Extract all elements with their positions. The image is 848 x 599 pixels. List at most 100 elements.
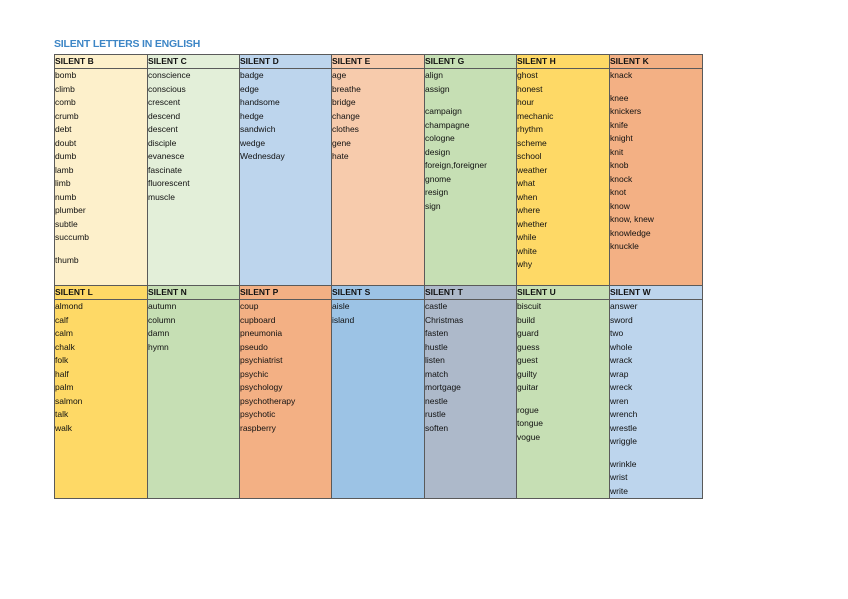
word-item: psychotherapy <box>240 395 296 406</box>
word-item: wrench <box>610 409 638 419</box>
word-item: plumber <box>55 205 86 215</box>
word-item: Wednesday <box>240 151 285 161</box>
word-item: aisle <box>332 301 350 311</box>
header-silent-t: SILENT T <box>424 285 517 300</box>
word-item: gnome <box>425 173 452 184</box>
word-item: knickers <box>610 106 642 116</box>
word-item: psychotic <box>240 409 276 419</box>
word-item: write <box>610 485 628 496</box>
word-item: crumb <box>55 110 79 121</box>
word-item: wren <box>610 395 629 406</box>
word-list-silent-t: castle Christmas fasten hustle listen match mo… <box>424 299 517 499</box>
word-item: guilty <box>517 368 537 379</box>
word-list-silent-d: badge edge handsome hedge sandwich wedge Wedne… <box>239 68 332 286</box>
word-item: damn <box>148 328 170 338</box>
word-item: subtle <box>55 218 78 229</box>
word-item: vogue <box>517 431 541 442</box>
word-item: hustle <box>425 341 448 352</box>
word-item: thumb <box>55 254 79 265</box>
word-item: succumb <box>55 232 90 242</box>
word-gap <box>56 245 147 254</box>
word-item: campaign <box>425 106 462 116</box>
word-item: edge <box>240 83 259 94</box>
word-item: coup <box>240 301 259 311</box>
word-item: rustle <box>425 409 446 419</box>
word-item: weather <box>517 164 548 175</box>
word-item: assign <box>425 83 450 94</box>
word-item: almond <box>55 301 83 311</box>
word-item: know <box>610 200 630 211</box>
word-item: cologne <box>425 133 455 143</box>
word-item: disciple <box>148 137 177 148</box>
header-row-1: SILENT B SILENT C SILENT D SILENT E SILE… <box>54 54 703 69</box>
word-item: knob <box>610 160 629 170</box>
word-item: pneumonia <box>240 328 283 338</box>
word-item: build <box>517 314 535 325</box>
word-item: two <box>610 328 624 338</box>
word-list-silent-w: answer sword two whole wrack wrap wreck wren wre… <box>609 299 703 499</box>
word-item: wrinkle <box>610 458 637 469</box>
word-item: guitar <box>517 382 539 392</box>
word-item: match <box>425 368 449 379</box>
header-silent-d: SILENT D <box>239 54 332 69</box>
word-item: biscuit <box>517 301 542 311</box>
word-item: sword <box>610 314 633 325</box>
word-item: answer <box>610 301 638 311</box>
word-list-silent-u: biscuit build guard guess guest guilty guitar r… <box>516 299 610 499</box>
header-silent-g: SILENT G <box>424 54 517 69</box>
word-list-silent-b: bomb climb comb crumb debt doubt dumb lamb limb n… <box>54 68 148 286</box>
word-item: talk <box>55 409 69 419</box>
word-item: whether <box>517 218 548 229</box>
word-item: when <box>517 191 538 202</box>
word-item: guest <box>517 355 538 365</box>
word-item: mechanic <box>517 110 554 121</box>
word-item: muscle <box>148 191 175 202</box>
word-list-silent-n: autumn column damn hymn <box>147 299 240 499</box>
word-item: limb <box>55 178 71 188</box>
word-item: numb <box>55 191 77 202</box>
word-item: calm <box>55 328 73 338</box>
header-silent-k: SILENT K <box>609 54 703 69</box>
header-silent-l: SILENT L <box>54 285 148 300</box>
word-item: soften <box>425 422 449 433</box>
word-gap <box>611 449 702 458</box>
header-silent-c: SILENT C <box>147 54 240 69</box>
word-item: island <box>332 314 355 325</box>
word-item: castle <box>425 301 448 311</box>
word-item: psychic <box>240 368 269 379</box>
word-item: wedge <box>240 137 266 148</box>
word-item: calf <box>55 314 69 325</box>
word-item: scheme <box>517 137 547 148</box>
word-item: knuckle <box>610 241 639 251</box>
word-item: wreck <box>610 382 633 392</box>
word-item: bridge <box>332 97 356 107</box>
word-item: age <box>332 70 347 80</box>
word-item: descend <box>148 110 181 121</box>
word-item: wrist <box>610 472 628 482</box>
word-item: knot <box>610 187 627 197</box>
word-list-silent-h: ghost honest hour mechanic rhythm scheme schoo… <box>516 68 610 286</box>
word-item: mortgage <box>425 382 461 392</box>
word-list-silent-l: almond calf calm chalk folk half palm salmon tal… <box>54 299 148 499</box>
header-silent-b: SILENT B <box>54 54 148 69</box>
word-item: whole <box>610 341 633 352</box>
word-item: pseudo <box>240 341 268 352</box>
header-silent-e: SILENT E <box>331 54 425 69</box>
word-item: Christmas <box>425 314 464 325</box>
word-item: school <box>517 151 542 161</box>
word-item: climb <box>55 83 75 94</box>
word-item: walk <box>55 422 73 433</box>
word-item: honest <box>517 83 543 94</box>
word-list-silent-k: knack knee knickers knife knight knit knob knoc… <box>609 68 703 286</box>
word-item: why <box>517 259 533 269</box>
header-silent-h: SILENT H <box>516 54 610 69</box>
word-item: descent <box>148 124 178 134</box>
word-item: white <box>517 245 537 256</box>
word-item: column <box>148 314 176 325</box>
word-item: badge <box>240 70 264 80</box>
word-item: know, knew <box>610 214 654 224</box>
word-item: knowledge <box>610 227 651 238</box>
word-item: chalk <box>55 341 75 352</box>
word-gap <box>518 395 609 404</box>
